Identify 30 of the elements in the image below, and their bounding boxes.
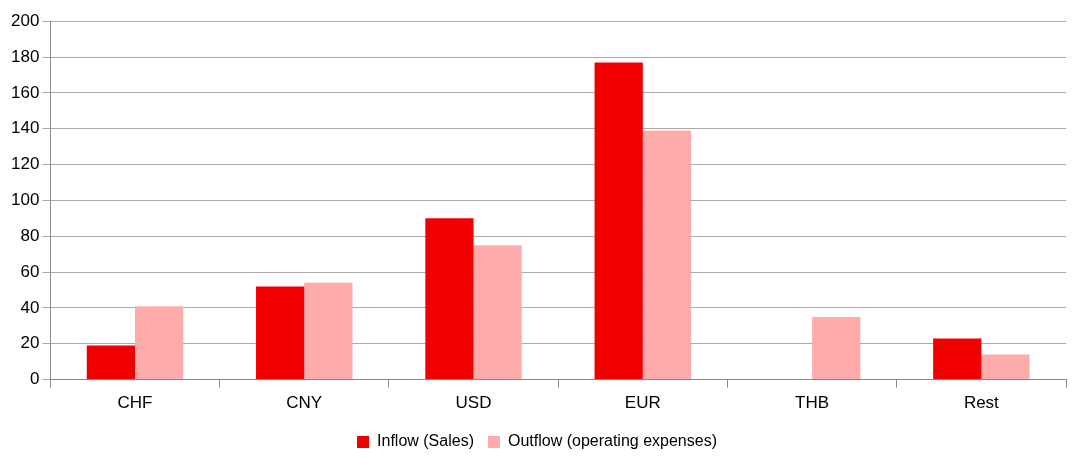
bar	[933, 338, 982, 380]
y-tick-label: 40	[20, 297, 40, 317]
x-tick-label: Rest	[963, 393, 1000, 413]
bar	[256, 286, 305, 380]
y-tick-label: 140	[10, 118, 40, 138]
bar	[594, 62, 643, 380]
y-tick-label: 120	[10, 154, 40, 174]
bar	[86, 345, 135, 380]
y-tick-label: 100	[10, 190, 40, 210]
bar	[812, 316, 861, 380]
legend-label: Inflow (Sales)	[377, 432, 474, 450]
x-tick-label: CNY	[286, 393, 323, 413]
y-tick-label: 0	[29, 369, 40, 389]
bar	[135, 306, 184, 380]
x-tick-label: USD	[455, 393, 492, 413]
y-tick-label: 180	[10, 46, 40, 66]
legend-label: Outflow (operating expenses)	[507, 432, 717, 450]
bar	[473, 245, 522, 380]
y-tick-label: 80	[20, 225, 40, 245]
y-tick-label: 200	[10, 10, 40, 30]
x-tick-label: CHF	[117, 393, 153, 413]
bar	[425, 218, 474, 380]
x-tick-label: EUR	[624, 393, 661, 413]
bar	[981, 354, 1030, 380]
x-tick-label: THB	[795, 393, 830, 413]
y-tick-label: 160	[10, 82, 40, 102]
y-tick-label: 60	[20, 261, 40, 281]
bar	[642, 130, 692, 380]
y-tick-label: 20	[20, 333, 40, 353]
bar	[304, 282, 353, 380]
